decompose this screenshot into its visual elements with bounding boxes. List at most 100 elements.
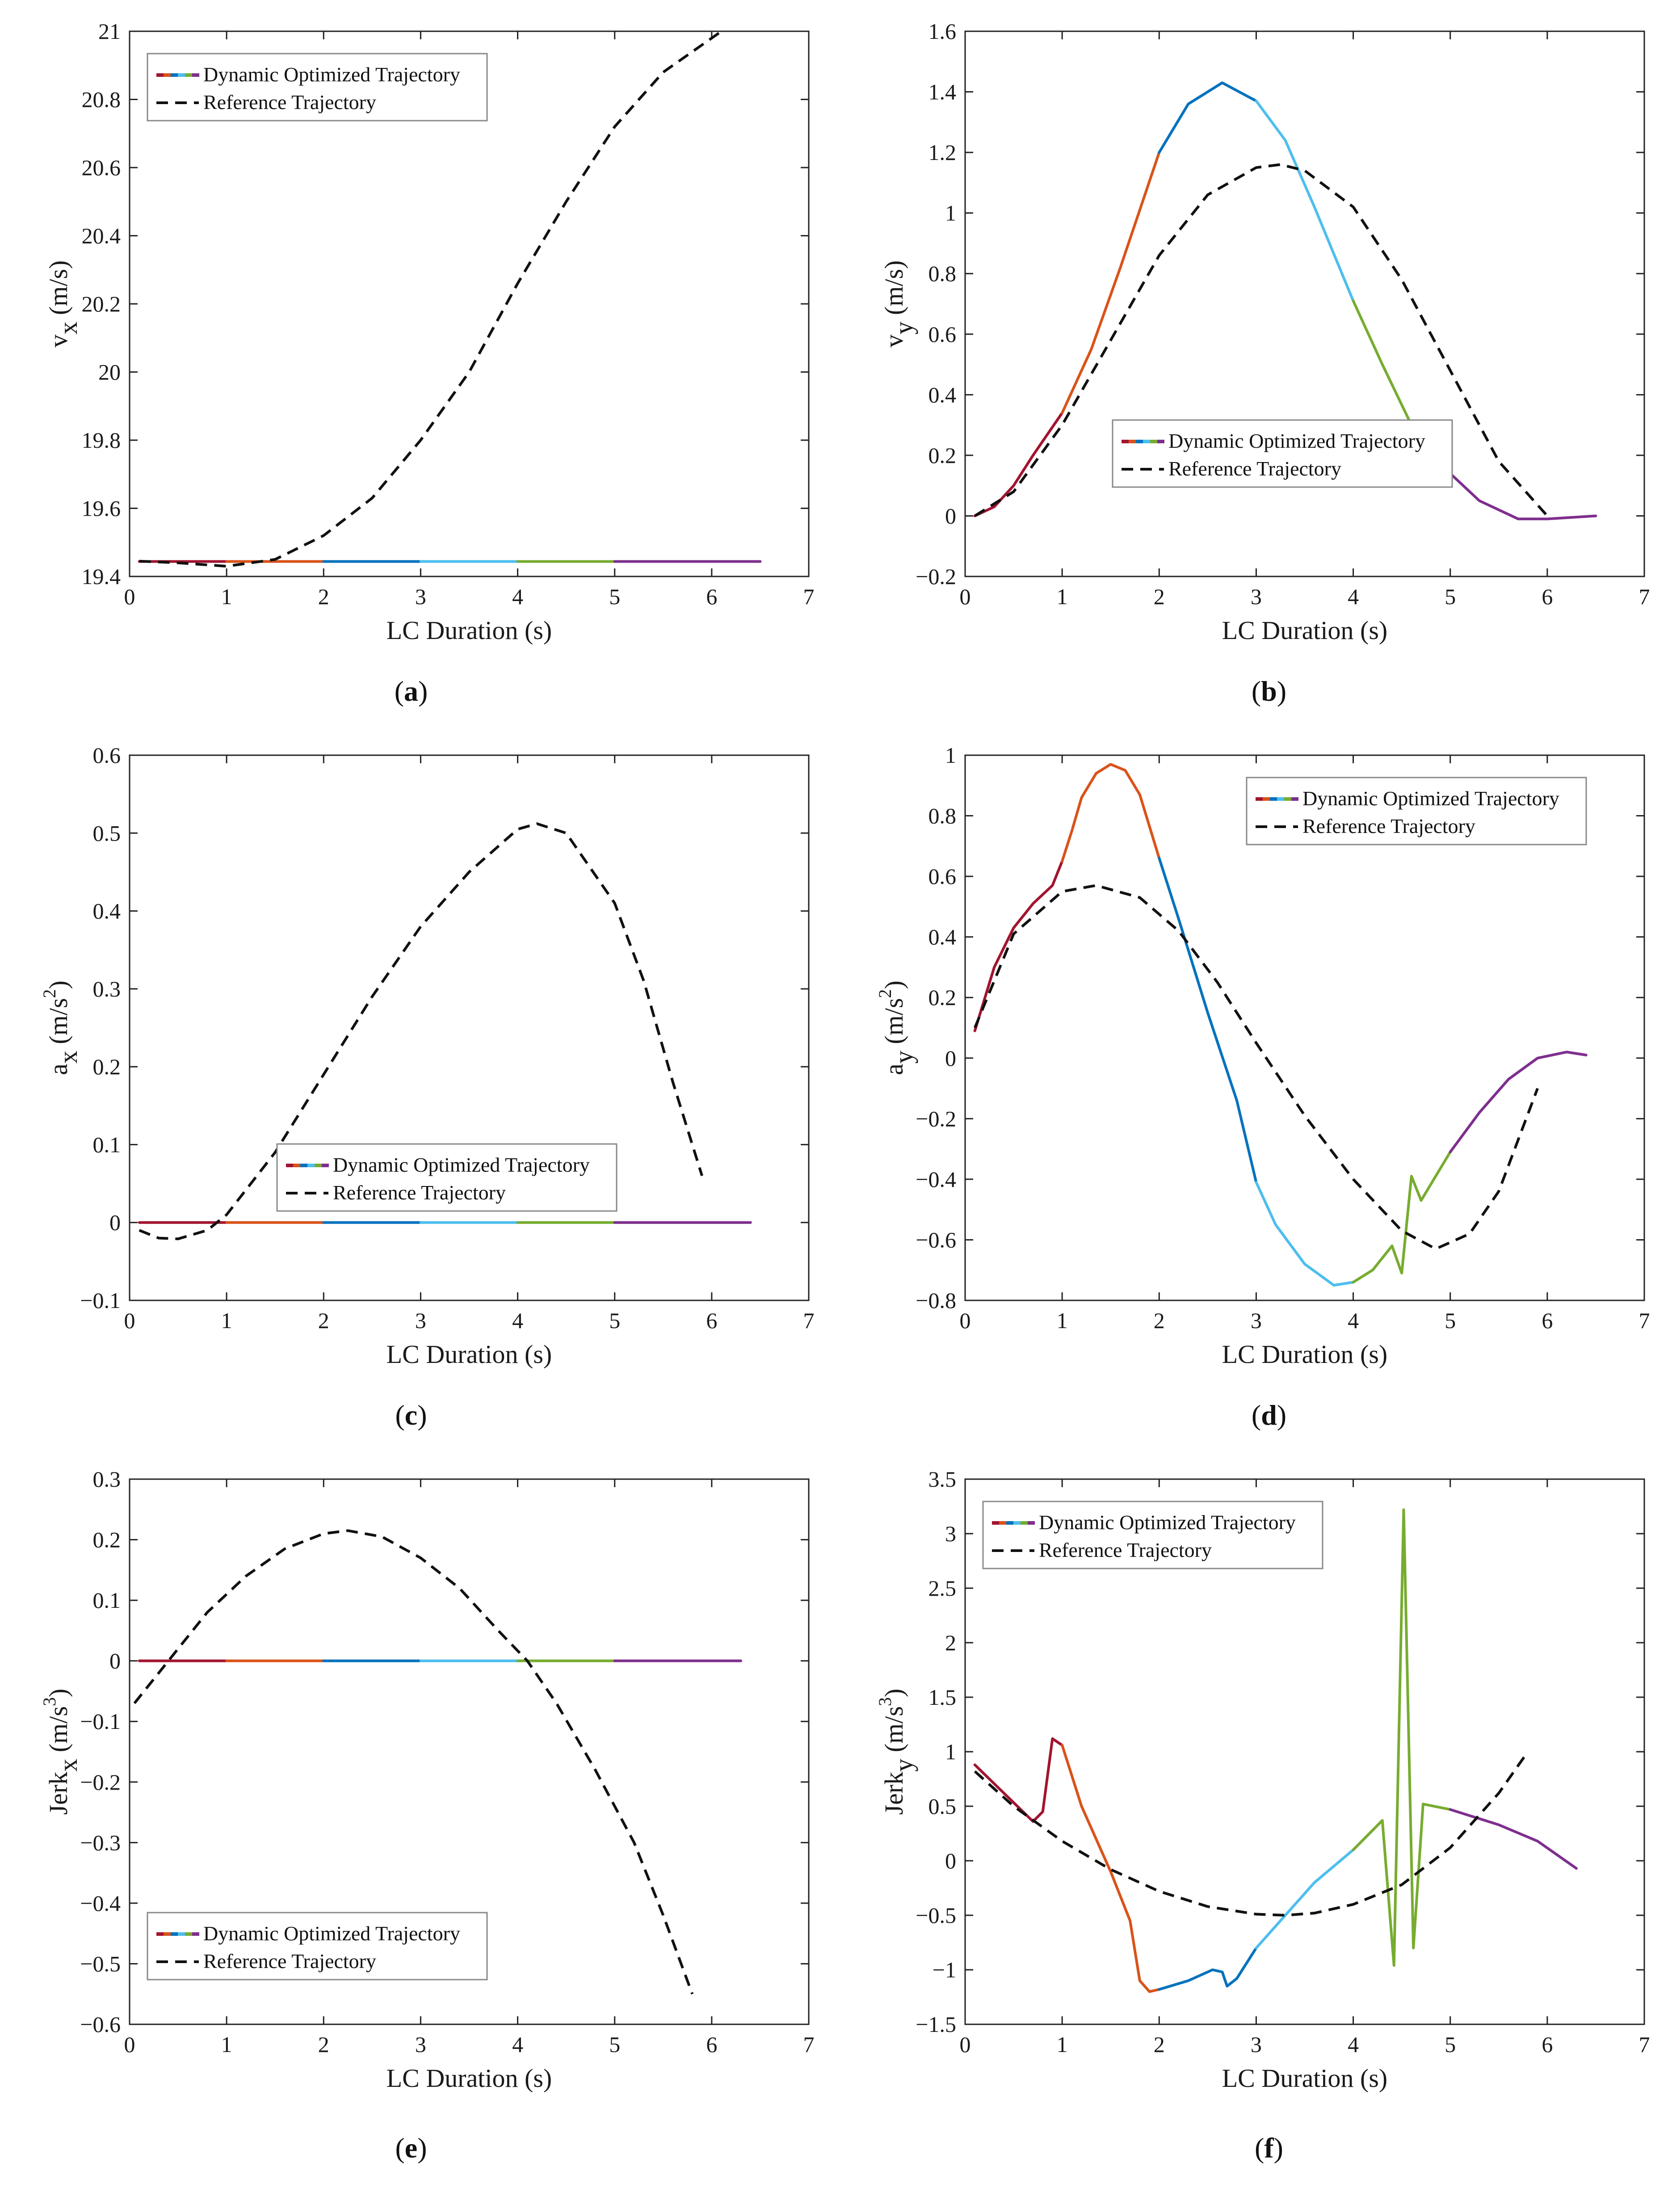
optimized-segment-2 bbox=[1061, 151, 1161, 414]
x-axis-label: LC Duration (s) bbox=[1222, 2064, 1388, 2093]
legend: Dynamic Optimized Trajectory Reference Tr… bbox=[147, 53, 488, 122]
y-tick-label: 1.6 bbox=[928, 19, 957, 44]
y-tick-label: −0.8 bbox=[916, 1288, 956, 1313]
y-tick-label: 3.5 bbox=[928, 1467, 957, 1492]
legend-label-reference: Reference Trajectory bbox=[333, 1181, 506, 1204]
y-tick-label: −0.4 bbox=[916, 1167, 956, 1192]
panel-c: 0 1 2 3 4 5 6 7 −0.1 0 0.1 0.2 0.3 0.4 0.5 0.6 LC Durati… bbox=[18, 742, 831, 1403]
x-tick-label: 5 bbox=[609, 1308, 620, 1333]
caption-f-close: ) bbox=[1273, 2132, 1283, 2164]
x-tick-label: 4 bbox=[1348, 584, 1359, 609]
y-tick-label: 20.2 bbox=[82, 291, 121, 316]
chart-c-svg: 0 1 2 3 4 5 6 7−0.100.10.20.30.40.50.6LC Durati… bbox=[39, 743, 815, 1369]
panel-d: 0 1 2 3 4 5 6 7 −0.8 −0.6 −0.4 −0.2 0 0.2 0.4 0.6 0.8 1 LC… bbox=[853, 742, 1667, 1403]
y-tick-label: 2 bbox=[945, 1630, 956, 1655]
y-tick-label: 21 bbox=[98, 19, 121, 44]
optimized-segment-6 bbox=[1449, 472, 1597, 521]
caption-b: (b) bbox=[1252, 675, 1286, 708]
optimized-segment-4 bbox=[1255, 1181, 1355, 1287]
legend-label-reference: Reference Trajectory bbox=[1039, 1539, 1212, 1561]
y-tick-label: 20.4 bbox=[82, 223, 121, 248]
caption-e-close: ) bbox=[417, 2132, 427, 2164]
reference-line bbox=[973, 884, 1539, 1251]
y-tick-label: 0.3 bbox=[93, 1467, 121, 1492]
x-tick-label: 1 bbox=[221, 584, 232, 609]
x-tick-label: 6 bbox=[1542, 1308, 1553, 1333]
caption-e-letter: e bbox=[404, 2132, 418, 2164]
y-tick-label: −0.4 bbox=[80, 1891, 121, 1916]
x-tick-label: 2 bbox=[1154, 584, 1165, 609]
legend-label-optimized: Dynamic Optimized Trajectory bbox=[333, 1153, 590, 1176]
x-axis-label: LC Duration (s) bbox=[386, 2064, 552, 2093]
y-tick-label: 0.2 bbox=[928, 443, 957, 468]
optimized-segment-5 bbox=[1352, 1150, 1452, 1284]
x-tick-label: 4 bbox=[1348, 1308, 1359, 1333]
optimized-segment-3 bbox=[1158, 81, 1258, 154]
y-tick-label: 1 bbox=[945, 743, 956, 768]
y-tick-label: 0.5 bbox=[928, 1794, 957, 1819]
y-tick-label: −0.5 bbox=[80, 1951, 121, 1976]
y-tick-label: 0 bbox=[109, 1648, 121, 1674]
legend-label-optimized: Dynamic Optimized Trajectory bbox=[203, 63, 460, 86]
y-tick-label: 0.6 bbox=[928, 322, 957, 347]
y-tick-label: −0.2 bbox=[916, 564, 956, 589]
y-tick-label: 1.4 bbox=[928, 80, 957, 105]
legend-label-reference: Reference Trajectory bbox=[203, 1950, 376, 1972]
legend-box bbox=[147, 53, 488, 122]
x-tick-label: 5 bbox=[609, 584, 620, 609]
y-tick-label: 3 bbox=[945, 1521, 956, 1546]
x-tick-label: 5 bbox=[1445, 584, 1456, 609]
legend: Dynamic Optimized Trajectory Reference Tr… bbox=[982, 1501, 1323, 1569]
plot-area-c bbox=[129, 754, 810, 1301]
legend: Dynamic Optimized Trajectory Reference Tr… bbox=[147, 1912, 488, 1981]
y-tick-label: 1 bbox=[945, 1739, 956, 1764]
y-tick-label: −0.5 bbox=[916, 1903, 956, 1928]
x-tick-label: 6 bbox=[706, 584, 717, 609]
x-tick-label: 2 bbox=[1154, 1308, 1165, 1333]
legend-label-reference: Reference Trajectory bbox=[203, 91, 376, 114]
optimized-segment-3 bbox=[1158, 857, 1258, 1184]
optimized-segment-4 bbox=[1255, 99, 1355, 303]
x-tick-label: 3 bbox=[415, 584, 426, 609]
y-tick-label: −0.2 bbox=[80, 1770, 121, 1795]
plot-area-a bbox=[129, 30, 810, 577]
y-tick-label: 0.8 bbox=[928, 261, 957, 286]
y-tick-label: 1.5 bbox=[928, 1685, 957, 1710]
x-tick-label: 0 bbox=[124, 584, 135, 609]
x-tick-label: 1 bbox=[1057, 2032, 1068, 2057]
x-tick-label: 4 bbox=[512, 2032, 523, 2057]
x-tick-label: 6 bbox=[706, 1308, 717, 1333]
reference-line bbox=[974, 1751, 1529, 1917]
x-axis-label: LC Duration (s) bbox=[386, 616, 552, 645]
x-tick-label: 1 bbox=[1057, 584, 1068, 609]
x-tick-label: 5 bbox=[1445, 2032, 1456, 2057]
x-axis-label: LC Duration (s) bbox=[1222, 616, 1388, 645]
x-tick-label: 0 bbox=[960, 2032, 971, 2057]
legend-label-optimized: Dynamic Optimized Trajectory bbox=[1168, 429, 1425, 452]
optimized-segment-2 bbox=[1061, 1744, 1161, 1993]
y-tick-label: −1.5 bbox=[916, 2012, 956, 2037]
legend-label-reference: Reference Trajectory bbox=[1168, 457, 1341, 480]
caption-b-open: ( bbox=[1251, 675, 1261, 707]
y-tick-label: −0.2 bbox=[916, 1106, 956, 1131]
x-tick-label: 6 bbox=[706, 2032, 717, 2057]
plot-area-d bbox=[964, 754, 1645, 1301]
y-tick-label: 20 bbox=[98, 360, 121, 385]
y-tick-label: 1 bbox=[945, 201, 956, 226]
caption-d-letter: d bbox=[1261, 1399, 1277, 1431]
legend: Dynamic Optimized Trajectory Reference Tr… bbox=[1246, 777, 1587, 845]
caption-f-letter: f bbox=[1264, 2132, 1274, 2164]
optimized-segment-6 bbox=[1449, 1051, 1588, 1153]
x-tick-label: 7 bbox=[803, 584, 815, 609]
x-tick-label: 4 bbox=[1348, 2032, 1359, 2057]
y-axis-label: Jerkx (m/s3) bbox=[39, 1689, 83, 1815]
legend-label-optimized: Dynamic Optimized Trajectory bbox=[203, 1922, 460, 1945]
y-tick-label: −0.6 bbox=[916, 1227, 956, 1252]
x-tick-label: 6 bbox=[1542, 2032, 1553, 2057]
y-tick-label: 0 bbox=[945, 503, 956, 528]
x-tick-label: 3 bbox=[1251, 584, 1262, 609]
y-tick-label: 0.2 bbox=[928, 985, 957, 1010]
y-tick-label: 19.8 bbox=[82, 428, 121, 453]
legend: Dynamic Optimized Trajectory Reference Tr… bbox=[1112, 419, 1453, 488]
y-tick-label: −0.3 bbox=[80, 1830, 121, 1855]
